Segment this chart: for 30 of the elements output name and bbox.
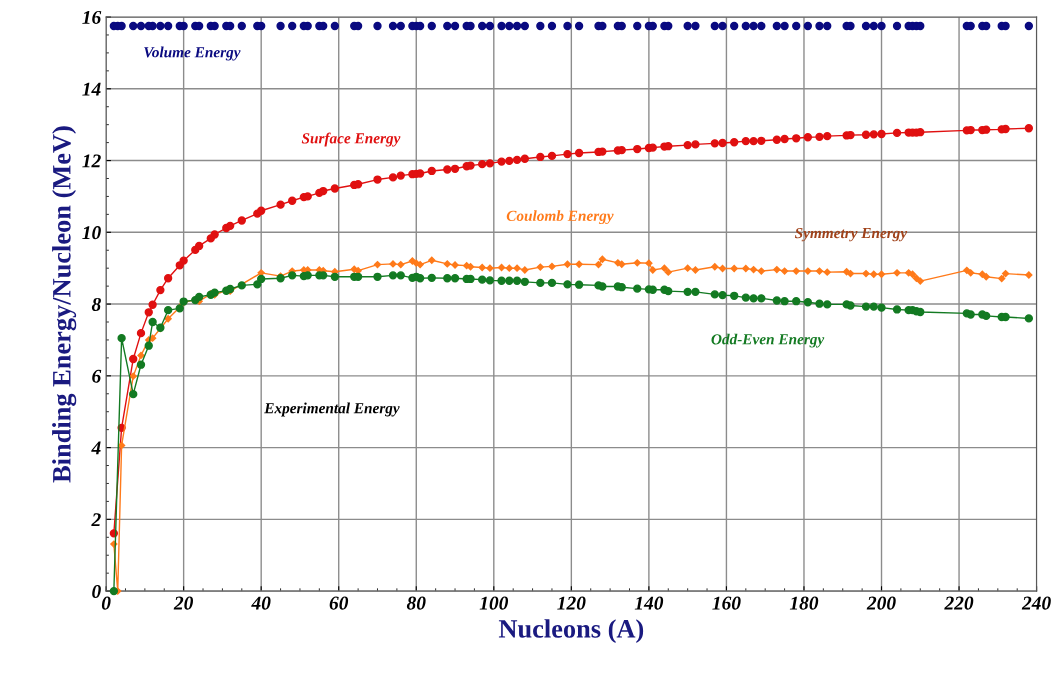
x-tick-label: 0 [101, 596, 111, 610]
x-tick-label: 220 [944, 596, 974, 610]
x-tick-label: 60 [329, 596, 349, 610]
y-tick-label: 6 [92, 369, 102, 383]
x-axis-title: Nucleons (A) [498, 619, 644, 644]
series-label: Volume Energy [144, 46, 241, 61]
annotation: Symmetry Energy [794, 227, 908, 242]
x-tick-label: 100 [479, 596, 509, 610]
y-tick-label: 16 [82, 10, 102, 24]
y-axis-title: Binding Energy/Nucleon (MeV) [52, 126, 77, 483]
y-tick-label: 12 [82, 154, 101, 168]
y-tick-label: 14 [82, 82, 101, 96]
x-tick-label: 120 [557, 596, 586, 610]
x-tick-label: 180 [789, 596, 819, 610]
y-tick-label: 0 [92, 584, 101, 599]
y-tick-label: 4 [91, 441, 101, 455]
x-tick-label: 20 [173, 596, 194, 610]
y-tick-label: 2 [91, 513, 101, 527]
x-tick-label: 240 [1021, 596, 1051, 610]
x-tick-label: 140 [634, 596, 664, 610]
x-tick-label: 80 [406, 596, 426, 610]
y-tick-label: 8 [91, 297, 101, 311]
x-tick-label: 200 [866, 596, 896, 610]
text: Coulomb Energy [506, 210, 614, 225]
x-tick-label: 160 [712, 596, 741, 610]
annotation: Experimental Energy [264, 402, 400, 417]
series-label: Odd-Even Energy [711, 333, 825, 348]
series-label: Surface Energy [301, 132, 401, 147]
x-tick-label: 40 [251, 596, 271, 610]
y-tick-label: 10 [82, 226, 101, 240]
